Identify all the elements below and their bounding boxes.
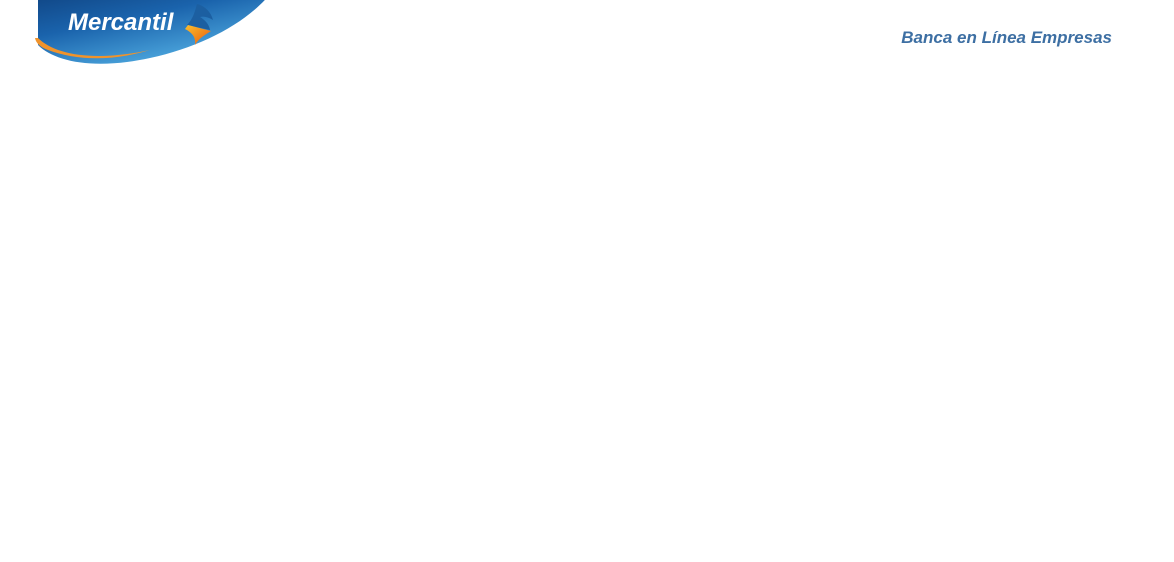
svg-text:Mercantil: Mercantil [68,9,175,36]
